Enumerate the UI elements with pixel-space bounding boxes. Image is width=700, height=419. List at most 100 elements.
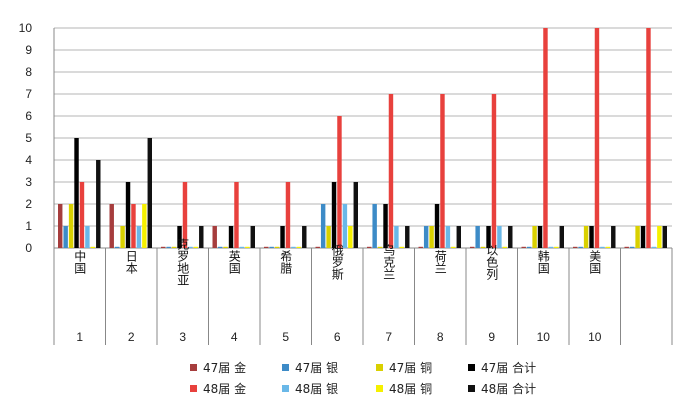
bar: 48届 合计 4 [96,160,101,248]
legend-swatch [190,364,197,371]
bar: 48届 银 0 [239,246,245,248]
bar: 48届 铜 0 [554,246,559,248]
bar: 47届 合计 5 [74,138,79,248]
x-tick-label: 荷兰 [433,250,447,274]
legend-label: 48届 金 [203,381,246,396]
bar: 48届 铜 0 [605,246,611,248]
bar: 47届 合计 3 [331,182,337,248]
y-tick-label: 0 [25,241,32,255]
bar: 47届 金 0 [624,246,629,248]
y-tick-label: 4 [25,153,32,167]
bar: 47届 铜 1 [429,226,434,248]
bar: 48届 金 10 [543,28,548,248]
bar: 47届 银 0 [629,246,635,248]
bar: 47届 金 0 [521,246,526,248]
bar: 48届 合计 1 [199,226,204,248]
x-rank-label: 6 [334,330,341,344]
bar: 48届 金 7 [491,94,497,248]
x-rank-label: 4 [231,330,238,344]
bar: 48届 银 0 [651,246,657,248]
legend-label: 48届 合计 [481,381,536,396]
x-rank-label: 2 [128,330,135,344]
legend-swatch [282,385,289,392]
legend-swatch [376,385,383,392]
legend-swatch [190,385,197,392]
bar: 48届 银 1 [445,226,451,248]
bar: 48届 银 0 [291,246,296,248]
bar: 47届 金 0 [367,246,372,248]
bars: 47届 金 247届 银 147届 铜 247届 合计 548届 金 348届 … [58,28,667,248]
bar: 48届 银 1 [136,226,142,248]
x-axis: 中国 1 日本 2 克罗地亚 3 英国 4 希腊 5 俄罗斯 6 乌克兰 7 荷兰 8 以色列 9 韩国 10 美国 10 [53,238,673,345]
bar: 48届 铜 2 [142,204,147,248]
bar: 47届 铜 1 [583,226,589,248]
bar: 48届 银 1 [85,226,90,248]
bar: 48届 铜 0 [502,246,508,248]
bar: 47届 合计 1 [486,226,491,248]
bar: 48届 合计 1 [508,226,513,248]
legend-label: 47届 金 [203,360,246,375]
legend-swatch [282,364,289,371]
x-rank-label: 3 [179,330,186,344]
x-tick-label: 韩国 [536,249,550,274]
x-rank-label: 8 [437,330,444,344]
bar: 47届 合计 1 [537,226,543,248]
bar: 47届 合计 3 [125,182,131,248]
bar: 47届 金 0 [418,246,423,248]
bar: 48届 银 2 [342,204,348,248]
bar: 48届 铜 0 [451,246,456,248]
bar: 48届 银 1 [497,226,502,248]
legend-swatch [376,364,383,371]
x-tick-label: 希腊 [279,249,293,274]
x-tick-label: 日本 [124,250,138,275]
bar: 48届 铜 0 [399,246,405,248]
bar: 47届 合计 1 [228,226,234,248]
bar: 47届 合计 1 [177,226,182,248]
bar: 47届 银 2 [372,204,377,248]
y-tick-label: 9 [25,43,32,57]
bar: 47届 银 1 [475,226,480,248]
bar: 47届 银 2 [320,204,326,248]
bar: 47届 金 0 [315,246,320,248]
x-rank-label: 10 [588,330,602,344]
bar: 47届 铜 1 [532,226,537,248]
bar: 47届 合计 1 [589,226,594,248]
bar: 48届 合计 1 [662,226,667,248]
grid-lines [53,27,672,249]
bar: 47届 铜 2 [68,204,74,248]
y-tick-label: 5 [25,131,32,145]
bar: 47届 银 0 [269,246,274,248]
bar: 48届 合计 1 [611,226,616,248]
y-tick-labels: 0 1 2 3 4 5 6 7 8 9 10 [19,21,33,255]
bar: 48届 金 2 [131,204,136,248]
bar: 48届 银 0 [600,246,605,248]
bar: 48届 银 0 [548,246,554,248]
bar: 48届 合计 1 [250,226,255,248]
bar: 48届 铜 0 [245,246,250,248]
legend-label: 47届 银 [295,361,338,375]
bar: 48届 金 3 [79,182,85,248]
bar: 47届 铜 1 [326,226,331,248]
bar: 48届 铜 1 [657,226,662,248]
bar: 47届 金 1 [212,226,217,248]
bar: 48届 合计 1 [405,226,410,248]
bar: 47届 银 0 [217,246,223,248]
bar: 47届 铜 1 [635,226,640,248]
bar: 47届 铜 0 [223,246,228,248]
x-tick-label: 英国 [227,250,241,274]
bar: 47届 铜 0 [377,246,383,248]
bar: 47届 银 0 [526,246,532,248]
bar: 48届 银 0 [188,246,193,248]
bar: 48届 合计 5 [147,138,152,248]
bar: 47届 铜 0 [274,246,280,248]
y-tick-label: 7 [25,87,32,101]
y-tick-label: 2 [25,197,32,211]
legend-label: 48届 银 [295,382,338,396]
bar: 48届 金 3 [234,182,239,248]
bar: 47届 银 0 [114,246,120,248]
x-tick-label: 乌克兰 [382,243,396,280]
bar: 47届 合计 2 [383,204,388,248]
x-tick-label: 以色列 [485,244,499,280]
bar: 47届 合计 2 [434,204,440,248]
